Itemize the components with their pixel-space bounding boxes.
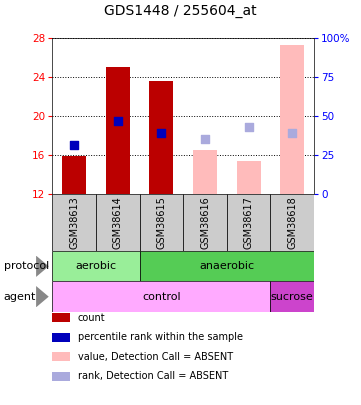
Text: aerobic: aerobic [75, 261, 117, 271]
Bar [237, 161, 261, 194]
Text: GSM38615: GSM38615 [156, 196, 166, 249]
Point [202, 136, 208, 142]
Text: rank, Detection Call = ABSENT: rank, Detection Call = ABSENT [78, 371, 228, 381]
Point [115, 118, 121, 125]
Bar [62, 156, 86, 194]
Text: GSM38618: GSM38618 [287, 196, 297, 249]
Text: agent: agent [4, 292, 36, 302]
Point [158, 130, 164, 136]
Text: GSM38613: GSM38613 [69, 196, 79, 249]
Bar [52, 194, 96, 251]
Bar [193, 149, 217, 194]
Text: anaerobic: anaerobic [199, 261, 255, 271]
Text: percentile rank within the sample: percentile rank within the sample [78, 333, 243, 342]
Bar [140, 194, 183, 251]
Text: GSM38614: GSM38614 [113, 196, 123, 249]
Text: value, Detection Call = ABSENT: value, Detection Call = ABSENT [78, 352, 233, 362]
Bar [106, 67, 130, 194]
Text: GDS1448 / 255604_at: GDS1448 / 255604_at [104, 4, 257, 18]
Text: protocol: protocol [4, 261, 49, 271]
Text: GSM38616: GSM38616 [200, 196, 210, 249]
Text: sucrose: sucrose [271, 292, 314, 302]
Bar [280, 45, 304, 194]
Point [290, 130, 295, 136]
Text: count: count [78, 313, 105, 323]
Text: GSM38617: GSM38617 [244, 196, 254, 249]
Bar [140, 251, 314, 281]
Bar [270, 194, 314, 251]
Polygon shape [36, 286, 49, 307]
Point [71, 141, 77, 148]
Point [246, 124, 252, 130]
Bar [96, 194, 140, 251]
Text: control: control [142, 292, 181, 302]
Bar [52, 281, 270, 312]
Bar [52, 251, 140, 281]
Bar [149, 81, 173, 194]
Polygon shape [36, 256, 49, 277]
Bar [227, 194, 270, 251]
Bar [183, 194, 227, 251]
Bar [270, 281, 314, 312]
